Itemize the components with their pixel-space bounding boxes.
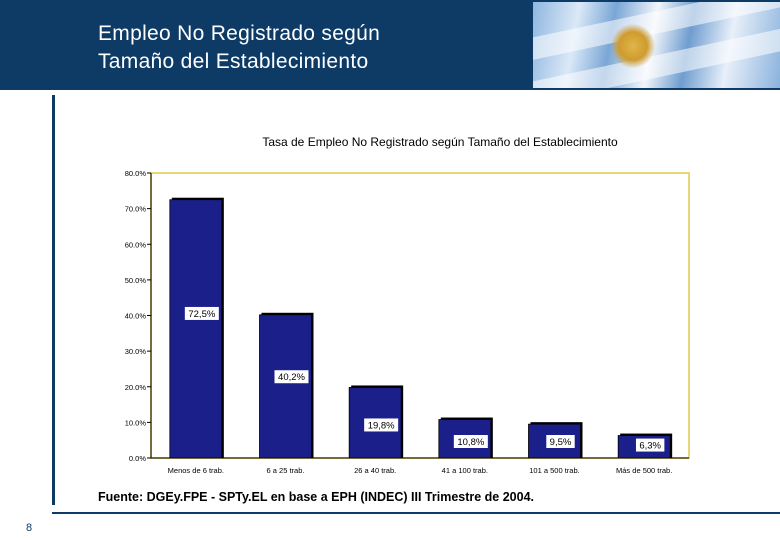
plot-area <box>150 172 690 459</box>
y-tick-label: 60.0% <box>125 240 147 249</box>
y-tick-label: 0.0% <box>129 454 146 463</box>
data-label-bg <box>274 370 309 384</box>
x-tick-label: 41 a 100 trab. <box>442 466 488 475</box>
data-label: 9,5% <box>550 437 572 448</box>
data-label: 72,5% <box>188 309 215 320</box>
y-tick-label: 70.0% <box>125 205 147 214</box>
slide-title-line-2: Tamaño del Establecimiento <box>98 50 369 73</box>
x-tick-label: Menos de 6 trab. <box>168 466 224 475</box>
bar <box>259 314 312 459</box>
y-tick-label: 80.0% <box>125 169 147 178</box>
slide-title-line-1: Empleo No Registrado según <box>98 22 381 45</box>
slide-header: Empleo No Registrado según Tamaño del Es… <box>0 0 780 90</box>
x-tick-label: 26 a 40 trab. <box>354 466 396 475</box>
argentina-flag-image <box>533 2 780 88</box>
bottom-divider <box>52 512 780 514</box>
x-tick-label: 101 a 500 trab. <box>529 466 579 475</box>
sun-of-may-icon <box>611 24 655 68</box>
data-label: 19,8% <box>368 420 395 431</box>
data-label-bg <box>635 438 665 452</box>
y-tick-label: 20.0% <box>125 383 147 392</box>
data-label-bg <box>546 435 575 448</box>
data-label-bg <box>184 306 219 320</box>
x-tick-label: Más de 500 trab. <box>616 466 672 475</box>
data-label: 6,3% <box>639 441 661 452</box>
x-tick-label: 6 a 25 trab. <box>267 466 305 475</box>
data-label: 10,8% <box>457 437 484 448</box>
y-tick-label: 40.0% <box>125 312 147 321</box>
data-label-bg <box>453 435 488 448</box>
chart-title: Tasa de Empleo No Registrado según Tamañ… <box>262 135 618 149</box>
bar <box>169 199 223 459</box>
page-number: 8 <box>26 522 33 534</box>
data-label-bg <box>364 418 399 432</box>
left-divider <box>52 95 55 505</box>
y-tick-label: 30.0% <box>125 347 147 356</box>
data-label: 40,2% <box>278 372 305 383</box>
slide-title: Empleo No Registrado según Tamaño del Es… <box>98 20 380 76</box>
y-tick-label: 50.0% <box>125 276 147 285</box>
y-tick-label: 10.0% <box>125 418 147 427</box>
source-note: Fuente: DGEy.FPE - SPTy.EL en base a EPH… <box>98 490 535 504</box>
